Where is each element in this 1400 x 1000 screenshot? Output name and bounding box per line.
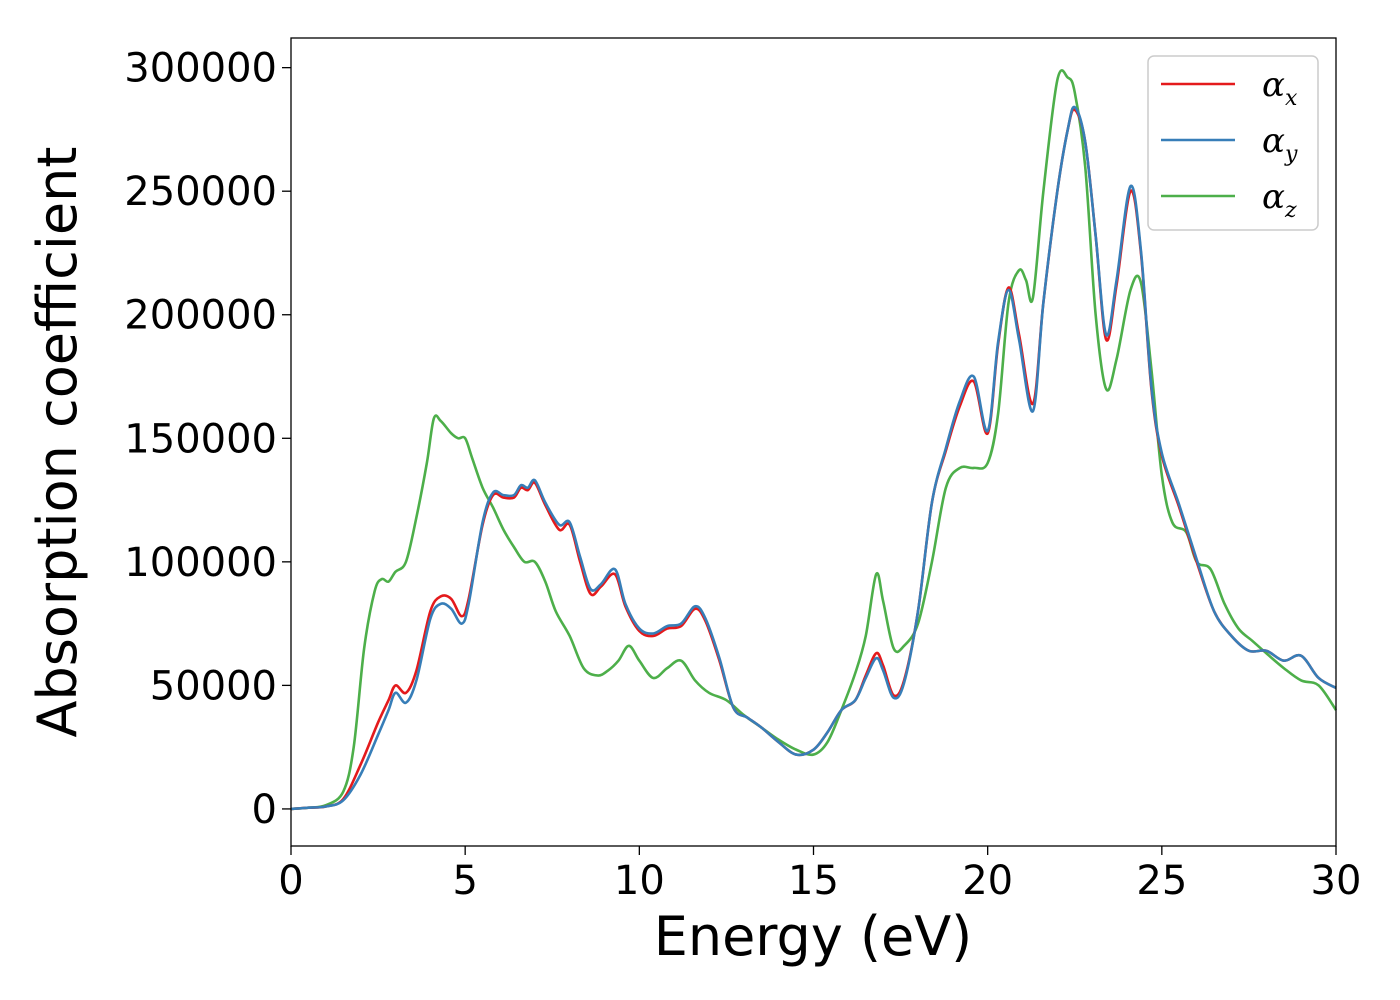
x-tick-label: 5: [452, 858, 477, 904]
legend-label-z: αz: [1262, 177, 1297, 223]
y-tick-label: 250000: [124, 169, 277, 215]
x-tick-label: 25: [1136, 858, 1187, 904]
legend-box: [1147, 55, 1319, 231]
y-tick-label: 50000: [150, 663, 277, 709]
y-tick-label: 150000: [124, 416, 277, 462]
series-layer: [290, 69, 1338, 811]
x-tick-label: 20: [962, 858, 1013, 904]
y-axis-title: Absorption coefficient: [26, 147, 89, 738]
y-tick-label: 100000: [124, 540, 277, 586]
legend-label-x: αx: [1262, 65, 1298, 111]
y-tick-label: 200000: [124, 293, 277, 339]
x-tick-label: 10: [614, 858, 665, 904]
y-tick-label: 300000: [124, 46, 277, 92]
x-tick-label: 15: [788, 858, 839, 904]
legend: αx αy αz: [1147, 55, 1319, 231]
ticks-layer: 0 5 10 15 20 25 30 0 50000 100000 150000 200000 2500…: [124, 46, 1361, 904]
x-tick-label: 0: [278, 858, 303, 904]
legend-label-y: αy: [1262, 121, 1298, 167]
series-line-z: [290, 69, 1338, 811]
x-axis-title: Energy (eV): [654, 905, 973, 968]
series-line-y: [290, 105, 1337, 811]
x-tick-label: 30: [1311, 858, 1362, 904]
y-tick-label: 0: [252, 787, 277, 833]
